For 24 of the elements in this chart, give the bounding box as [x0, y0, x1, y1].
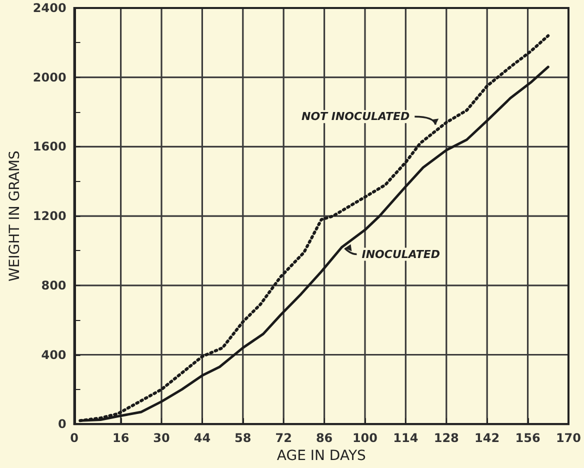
y-axis-title: WEIGHT IN GRAMS [7, 150, 23, 282]
x-tick-label: 156 [515, 431, 540, 446]
y-tick-label: 2400 [32, 1, 66, 15]
x-tick-label: 100 [352, 431, 378, 446]
x-tick-label: 72 [275, 431, 292, 446]
x-tick-label: 128 [434, 431, 459, 446]
x-axis-title: AGE IN DAYS [276, 448, 366, 464]
y-tick-label: 1200 [32, 209, 66, 224]
y-tick-label: 0 [58, 417, 66, 432]
y-tick-label: 400 [41, 348, 66, 362]
x-tick-label: 58 [234, 431, 252, 446]
y-tick-label: 1600 [32, 140, 66, 154]
x-tick-label: 86 [316, 431, 333, 446]
x-tick-label: 142 [474, 431, 500, 446]
annotation: NOT INOCULATED [301, 110, 410, 124]
x-tick-label: 114 [393, 431, 418, 446]
annotation: INOCULATED [362, 248, 440, 261]
y-tick-label: 800 [41, 278, 66, 292]
x-tick-label: 16 [112, 431, 130, 446]
x-tick-label: 170 [556, 431, 582, 446]
y-tick-label: 2000 [32, 70, 66, 84]
x-tick-label: 0 [70, 431, 78, 446]
x-tick-label: 30 [153, 431, 170, 446]
x-tick-label: 44 [194, 431, 211, 446]
